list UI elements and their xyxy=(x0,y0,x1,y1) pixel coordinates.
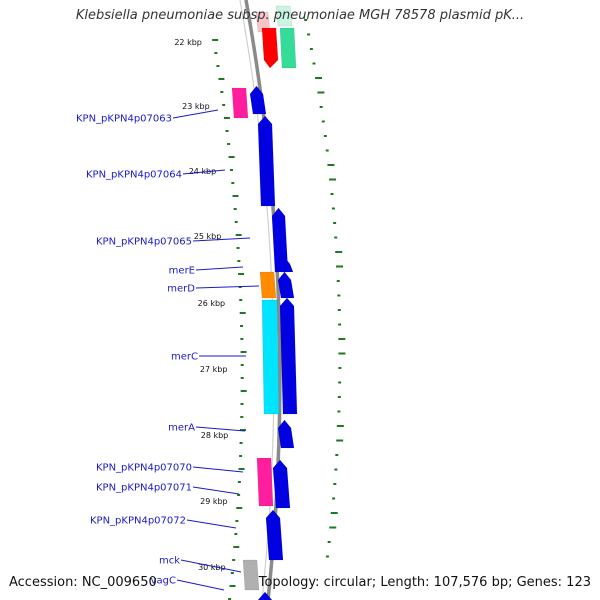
cds-merE xyxy=(276,255,294,273)
tick-label-8: 30 kbp xyxy=(198,563,226,572)
cds-KPN_pKPN4p07072 xyxy=(265,509,284,561)
tick-label-5: 27 kbp xyxy=(200,365,228,374)
gene-leader-2 xyxy=(192,237,251,242)
cds-merD xyxy=(277,271,295,299)
gene-leader-10 xyxy=(180,559,242,573)
scale-ticks: 22 kbp 23 kbp 24 kbp 25 kbp 26 kbp 27 kbp 28 k… xyxy=(174,38,228,572)
gene-leader-4 xyxy=(195,285,260,289)
cds-KPN_pKPN4p07063 xyxy=(249,85,267,115)
gene-leader-6 xyxy=(195,426,246,432)
gene-leader-7 xyxy=(192,466,244,473)
gene-label-2: KPN_pKPN4p07065 xyxy=(96,237,192,248)
gene-label-7: KPN_pKPN4p07070 xyxy=(96,463,192,474)
gene-label-5: merC xyxy=(171,352,198,363)
gene-leader-0 xyxy=(172,109,219,119)
cds-KPN_pKPN4p07071 xyxy=(272,459,291,509)
cds-KPN_pKPN4p07065-shape xyxy=(271,207,289,273)
cds-merA xyxy=(277,419,295,449)
feature-magenta-1 xyxy=(231,87,249,119)
cds-KPN_pKPN4p07064 xyxy=(257,115,276,207)
gene-label-11: vagC xyxy=(151,576,176,587)
gene-leader-9 xyxy=(186,519,237,529)
feature-red-shape xyxy=(261,27,279,69)
cds-merC-shape xyxy=(279,297,298,415)
gene-label-3: merE xyxy=(169,266,195,277)
gc-content-ticks xyxy=(212,19,346,600)
tick-label-7: 29 kbp xyxy=(200,497,228,506)
gene-label-8: KPN_pKPN4p07071 xyxy=(96,483,192,494)
cds-KPN_pKPN4p07065 xyxy=(271,207,289,273)
cds-merA-shape xyxy=(277,419,295,449)
gene-label-10: mck xyxy=(159,556,180,567)
tick-label-0: 22 kbp xyxy=(174,38,202,47)
feature-pale-green xyxy=(275,5,293,27)
feature-green xyxy=(279,27,297,69)
gene-leader-3 xyxy=(195,266,244,271)
topology-text: Topology: circular; Length: 107,576 bp; … xyxy=(258,575,591,590)
cds-merC xyxy=(279,297,298,415)
feature-pale-green-shape xyxy=(275,5,293,27)
feature-magenta-2 xyxy=(256,457,274,507)
gene-label-1: KPN_pKPN4p07064 xyxy=(86,170,182,181)
cds-vagC-shape xyxy=(257,591,273,600)
feature-green-shape xyxy=(279,27,297,69)
cds-merE-shape xyxy=(276,255,294,273)
feature-merD-orange xyxy=(259,271,277,299)
feature-track xyxy=(231,5,298,600)
tick-label-2: 24 kbp xyxy=(189,167,217,176)
feature-magenta-2-shape xyxy=(256,457,274,507)
gene-labels: KPN_pKPN4p07063 KPN_pKPN4p07064 KPN_pKPN4p… xyxy=(76,109,260,591)
cds-KPN_pKPN4p07064-shape xyxy=(257,115,276,207)
feature-mck-grey-shape xyxy=(242,559,260,591)
cds-vagC xyxy=(257,591,273,600)
feature-mck-grey xyxy=(242,559,260,591)
gene-label-4: merD xyxy=(167,284,195,295)
tick-label-1: 23 kbp xyxy=(182,102,210,111)
gene-leader-8 xyxy=(192,486,240,495)
accession-text: Accession: NC_009650 xyxy=(9,575,157,590)
tick-label-6: 28 kbp xyxy=(201,431,229,440)
feature-merC-cyan-shape xyxy=(261,299,280,415)
feature-red xyxy=(261,27,279,69)
feature-merC-cyan xyxy=(261,299,280,415)
map-title: Klebsiella pneumoniae subsp. pneumoniae … xyxy=(75,8,525,23)
gene-label-9: KPN_pKPN4p07072 xyxy=(90,516,186,527)
cds-KPN_pKPN4p07072-shape xyxy=(265,509,284,561)
gene-leader-1 xyxy=(182,169,226,175)
feature-merD-orange-shape xyxy=(259,271,277,299)
gene-leader-11 xyxy=(176,579,225,591)
cds-KPN_pKPN4p07071-shape xyxy=(272,459,291,509)
feature-magenta-1-shape xyxy=(231,87,249,119)
tick-label-3: 25 kbp xyxy=(194,232,222,241)
cds-merD-shape xyxy=(277,271,295,299)
gene-label-6: merA xyxy=(168,423,195,434)
cds-KPN_pKPN4p07063-shape xyxy=(249,85,267,115)
gene-label-0: KPN_pKPN4p07063 xyxy=(76,114,172,125)
tick-label-4: 26 kbp xyxy=(198,299,226,308)
